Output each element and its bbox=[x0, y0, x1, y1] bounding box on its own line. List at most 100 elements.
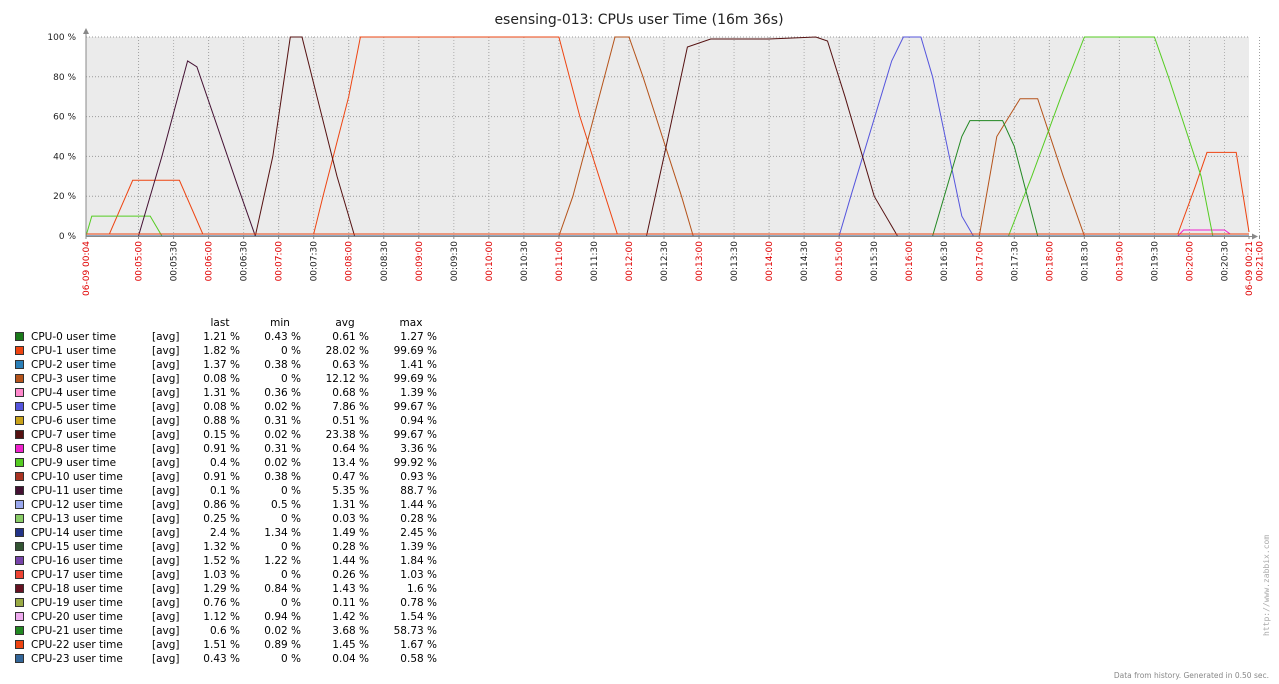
legend-avg-value: 0.11 % bbox=[332, 597, 369, 609]
legend-max-value: 99.67 % bbox=[393, 401, 437, 413]
legend-function: [avg] bbox=[152, 457, 180, 469]
legend-series-name: CPU-7 user time bbox=[31, 429, 117, 441]
legend-series-name: CPU-16 user time bbox=[31, 555, 123, 567]
legend-avg-value: 0.04 % bbox=[332, 653, 369, 665]
legend-max-value: 99.69 % bbox=[393, 345, 437, 357]
legend-last-value: 0.91 % bbox=[203, 443, 240, 455]
x-tick-label: 00:18:30 bbox=[1080, 241, 1090, 282]
legend-series-name: CPU-11 user time bbox=[31, 485, 123, 497]
legend-avg-value: 3.68 % bbox=[332, 625, 369, 637]
legend-series-name: CPU-13 user time bbox=[31, 513, 123, 525]
series-line-cpu-1 bbox=[86, 36, 1250, 235]
legend-color-swatch bbox=[15, 402, 24, 411]
legend-function: [avg] bbox=[152, 429, 180, 441]
x-tick-label: 00:07:30 bbox=[310, 241, 320, 282]
legend-last-value: 0.86 % bbox=[203, 499, 240, 511]
legend-max-value: 99.69 % bbox=[393, 373, 437, 385]
legend-color-swatch bbox=[15, 570, 24, 579]
legend-last-value: 1.37 % bbox=[203, 359, 240, 371]
x-tick-label: 00:08:30 bbox=[380, 241, 390, 282]
legend-color-swatch bbox=[15, 444, 24, 453]
legend-color-swatch bbox=[15, 388, 24, 397]
legend-series-name: CPU-20 user time bbox=[31, 611, 123, 623]
legend-color-swatch bbox=[15, 626, 24, 635]
legend-avg-value: 1.49 % bbox=[332, 527, 369, 539]
legend-max-value: 1.6 % bbox=[406, 583, 437, 595]
legend-function: [avg] bbox=[152, 485, 180, 497]
legend-series-name: CPU-12 user time bbox=[31, 499, 123, 511]
legend-last-value: 1.03 % bbox=[203, 569, 240, 581]
legend-max-value: 0.78 % bbox=[400, 597, 437, 609]
legend-min-value: 0.84 % bbox=[264, 583, 301, 595]
x-tick-label: 00:06:00 bbox=[205, 241, 215, 282]
x-tick-label: 00:05:30 bbox=[170, 241, 180, 282]
legend-min-value: 0.31 % bbox=[264, 443, 301, 455]
chart-title: esensing-013: CPUs user Time (16m 36s) bbox=[494, 12, 783, 28]
legend-avg-value: 1.44 % bbox=[332, 555, 369, 567]
legend-avg-value: 0.63 % bbox=[332, 359, 369, 371]
axes-frame bbox=[83, 28, 1258, 240]
legend-last-value: 0.4 % bbox=[209, 457, 240, 469]
legend-last-value: 0.08 % bbox=[203, 401, 240, 413]
legend-last-value: 0.08 % bbox=[203, 373, 240, 385]
legend-last-value: 1.12 % bbox=[203, 611, 240, 623]
legend-avg-value: 0.26 % bbox=[332, 569, 369, 581]
legend-header-min: min bbox=[270, 317, 290, 329]
legend-series-name: CPU-3 user time bbox=[31, 373, 117, 385]
legend-color-swatch bbox=[15, 528, 24, 537]
legend-function: [avg] bbox=[152, 471, 180, 483]
cpu-user-time-chart: esensing-013: CPUs user Time (16m 36s) 0… bbox=[47, 12, 1265, 296]
legend-last-value: 1.52 % bbox=[203, 555, 240, 567]
legend-series-name: CPU-14 user time bbox=[31, 527, 123, 539]
legend-min-value: 0 % bbox=[281, 513, 301, 525]
legend-last-value: 1.29 % bbox=[203, 583, 240, 595]
legend-last-value: 0.76 % bbox=[203, 597, 240, 609]
series-line-cpu-21 bbox=[86, 120, 1249, 237]
legend-max-value: 2.45 % bbox=[400, 527, 437, 539]
x-tick-label: 00:20:30 bbox=[1220, 241, 1230, 282]
legend-min-value: 0.02 % bbox=[264, 625, 301, 637]
legend-function: [avg] bbox=[152, 583, 180, 595]
legend-avg-value: 23.38 % bbox=[325, 429, 369, 441]
series-line-cpu-11 bbox=[86, 60, 1249, 237]
legend-max-value: 0.58 % bbox=[400, 653, 437, 665]
x-tick-label: 00:10:00 bbox=[485, 241, 495, 282]
legend-function: [avg] bbox=[152, 513, 180, 525]
legend-avg-value: 7.86 % bbox=[332, 401, 369, 413]
x-tick-label: 00:06:30 bbox=[240, 241, 250, 282]
legend-color-swatch bbox=[15, 332, 24, 341]
legend-function: [avg] bbox=[152, 625, 180, 637]
legend-max-value: 1.27 % bbox=[400, 331, 437, 343]
legend-header-avg: avg bbox=[335, 317, 355, 329]
legend-min-value: 0.94 % bbox=[264, 611, 301, 623]
grid-lines bbox=[86, 36, 1261, 236]
legend-last-value: 1.82 % bbox=[203, 345, 240, 357]
y-tick-label: 40 % bbox=[53, 152, 76, 162]
legend-color-swatch bbox=[15, 598, 24, 607]
x-tick-label: 00:13:00 bbox=[695, 241, 705, 282]
legend-max-value: 0.93 % bbox=[400, 471, 437, 483]
legend-last-value: 1.51 % bbox=[203, 639, 240, 651]
legend-color-swatch bbox=[15, 500, 24, 509]
legend-max-value: 1.39 % bbox=[400, 541, 437, 553]
legend-last-value: 0.43 % bbox=[203, 653, 240, 665]
legend-series-name: CPU-18 user time bbox=[31, 583, 123, 595]
legend-header-max: max bbox=[399, 317, 423, 329]
legend-min-value: 0 % bbox=[281, 373, 301, 385]
legend-function: [avg] bbox=[152, 541, 180, 553]
legend-color-swatch bbox=[15, 458, 24, 467]
legend-color-swatch bbox=[15, 612, 24, 621]
legend-avg-value: 1.43 % bbox=[332, 583, 369, 595]
legend-min-value: 0.31 % bbox=[264, 415, 301, 427]
y-tick-label: 0 % bbox=[59, 232, 77, 242]
legend-function: [avg] bbox=[152, 387, 180, 399]
legend-max-value: 1.39 % bbox=[400, 387, 437, 399]
legend-min-value: 0.02 % bbox=[264, 429, 301, 441]
legend-function: [avg] bbox=[152, 555, 180, 567]
x-tick-label: 00:09:30 bbox=[450, 241, 460, 282]
legend-function: [avg] bbox=[152, 443, 180, 455]
x-tick-label: 00:05:00 bbox=[135, 241, 145, 282]
x-tick-label: 06-09 00:04 bbox=[82, 241, 92, 296]
x-tick-label: 00:10:30 bbox=[520, 241, 530, 282]
legend-color-swatch bbox=[15, 374, 24, 383]
